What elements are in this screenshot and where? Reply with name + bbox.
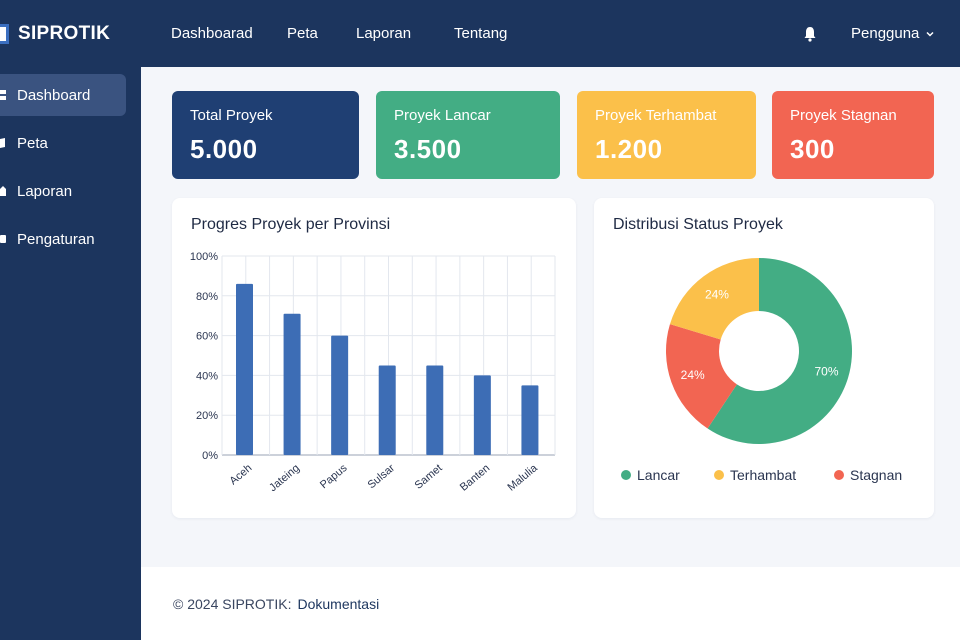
legend-label: Lancar [637, 467, 680, 483]
sidebar-item-laporan[interactable]: Laporan [0, 170, 126, 212]
bar [331, 335, 349, 455]
topnav-item-tentang[interactable]: Tentang [454, 0, 507, 67]
chevron-down-icon [926, 31, 934, 37]
legend-swatch [714, 470, 724, 480]
bar [426, 365, 444, 455]
bar-chart: 0% 20% 40% 60% 80% 100% Aceh Jateing Papus Sulsar… [190, 251, 556, 494]
x-tick-label: Samet [413, 462, 445, 492]
legend-label: Terhambat [730, 467, 796, 483]
stat-value: 300 [790, 134, 835, 164]
y-tick-label: 100% [190, 251, 218, 263]
topnav-link[interactable]: Laporan [356, 25, 412, 42]
topnav-item-peta[interactable]: Peta [287, 0, 318, 67]
donut-slice-terhambat [669, 258, 759, 340]
slice-label: 24% [705, 287, 729, 301]
bell-icon[interactable] [803, 26, 817, 42]
y-tick-label: 0% [202, 450, 218, 462]
sidebar-item-dashboard[interactable]: Dashboard [0, 74, 126, 116]
x-tick-label: Malulia [505, 462, 540, 494]
bar [236, 283, 253, 455]
sidebar: Dashboard Peta Laporan Pengaturan [0, 67, 141, 640]
y-tick-label: 60% [196, 331, 218, 343]
stat-title: Proyek Stagnan [790, 107, 897, 124]
stat-card-lancar[interactable]: Proyek Lancar 3.500 [376, 91, 560, 179]
bar-chart-panel: Progres Proyek per Provinsi 0% 20% 40% 60% 8… [172, 198, 576, 518]
stat-card-total[interactable]: Total Proyek 5.000 [172, 91, 359, 179]
brand-name: SIPROTIK [18, 22, 111, 44]
logo-icon [0, 23, 9, 44]
y-tick-label: 80% [196, 291, 218, 303]
topnav-item-dashboard[interactable]: Dashboarad [171, 0, 253, 67]
top-bar: SIPROTIK Dashboarad Peta Laporan Tentang… [0, 0, 960, 67]
map-icon [0, 138, 5, 148]
legend-label: Stagnan [850, 467, 902, 483]
footer: © 2024 SIPROTIK: Dokumentasi [141, 567, 960, 640]
brand[interactable]: SIPROTIK [0, 0, 141, 67]
sidebar-item-pengaturan[interactable]: Pengaturan [0, 218, 126, 260]
legend-swatch [834, 470, 844, 480]
stat-value: 5.000 [190, 134, 258, 164]
donut-slice-lancar [707, 258, 852, 444]
stat-title: Proyek Lancar [394, 107, 491, 124]
y-tick-label: 40% [196, 370, 218, 382]
sidebar-item-label: Pengaturan [17, 230, 95, 248]
x-tick-label: Jateing [267, 462, 302, 494]
x-tick-label: Aceh [228, 462, 255, 487]
x-tick-label: Papus [318, 462, 350, 492]
stat-title: Proyek Terhambat [595, 107, 717, 124]
bar [283, 313, 301, 455]
report-icon [0, 186, 6, 196]
bar [473, 375, 491, 455]
main-content: Total Proyek 5.000 Proyek Lancar 3.500 P… [141, 67, 960, 567]
bar-chart-title: Progres Proyek per Provinsi [191, 216, 391, 233]
bar [378, 365, 396, 455]
sidebar-item-label: Laporan [17, 182, 73, 200]
topnav-link[interactable]: Tentang [454, 25, 508, 42]
donut-chart-panel: Distribusi Status Proyek 70% 24% 24% Lancar… [594, 198, 934, 518]
legend-swatch [621, 470, 631, 480]
stat-card-stagnan[interactable]: Proyek Stagnan 300 [772, 91, 934, 179]
donut-slice-stagnan [666, 324, 737, 429]
gear-icon [0, 235, 6, 243]
stat-value: 3.500 [394, 134, 462, 164]
topnav-item-laporan[interactable]: Laporan [356, 0, 411, 67]
topnav-link[interactable]: Dashboarad [171, 25, 253, 42]
bar [521, 385, 539, 455]
y-tick-label: 20% [196, 410, 218, 422]
grid-icon [0, 90, 6, 100]
user-menu[interactable]: Pengguna [851, 0, 934, 67]
footer-docs-link[interactable]: Dokumentasi [297, 595, 380, 612]
donut-chart-title: Distribusi Status Proyek [613, 216, 783, 233]
user-label: Pengguna [851, 25, 920, 42]
sidebar-item-label: Peta [17, 134, 48, 152]
x-tick-label: Banten [458, 462, 492, 494]
sidebar-item-label: Dashboard [17, 86, 91, 104]
sidebar-item-peta[interactable]: Peta [0, 122, 126, 164]
slice-label: 70% [814, 364, 838, 378]
x-tick-label: Sulsar [366, 462, 398, 491]
footer-copyright: © 2024 SIPROTIK: [173, 595, 292, 612]
donut-chart: 70% 24% 24% Lancar Terhambat Stagnan [621, 258, 902, 483]
stat-value: 1.200 [595, 134, 663, 164]
slice-label: 24% [681, 368, 705, 382]
stat-card-terhambat[interactable]: Proyek Terhambat 1.200 [577, 91, 756, 179]
stat-title: Total Proyek [190, 107, 273, 124]
topnav-link[interactable]: Peta [287, 25, 318, 42]
